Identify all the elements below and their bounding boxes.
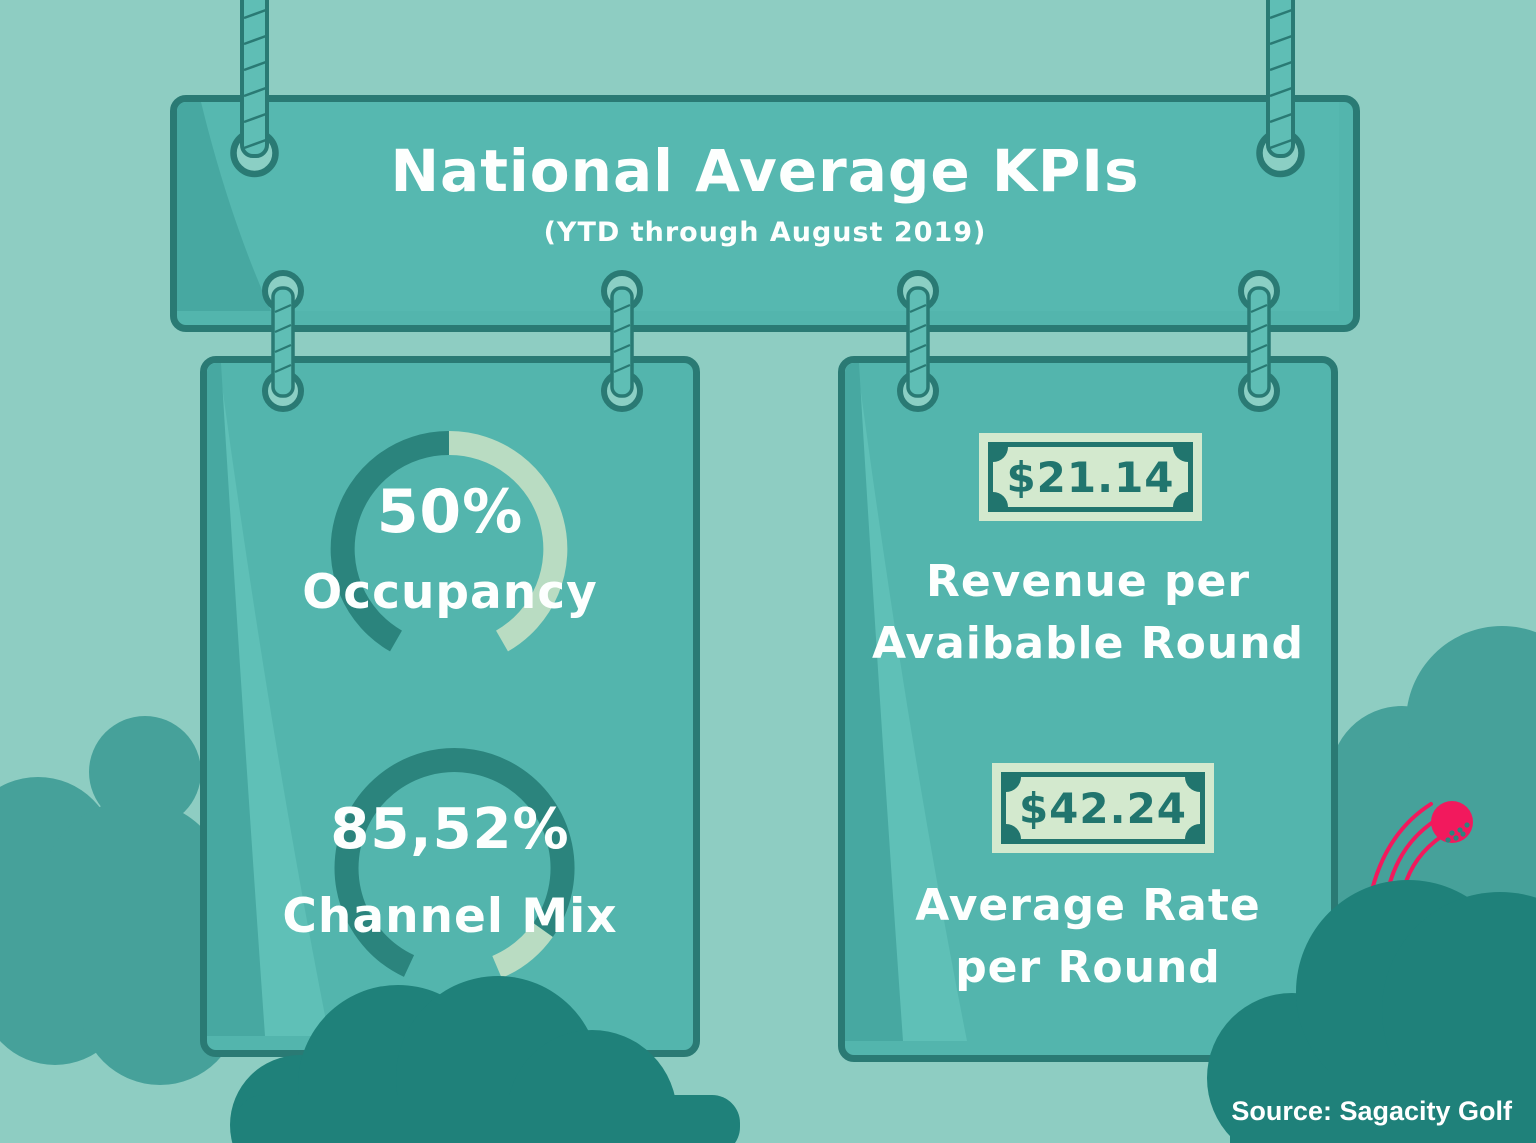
channel-mix-donut-chart: [334, 748, 575, 979]
rate-value: $42.24: [1018, 783, 1188, 833]
channel-mix-value: 85,52%: [330, 797, 570, 862]
rate-label: Average Rate per Round: [845, 875, 1331, 999]
ball-trail-icon: [1370, 802, 1444, 892]
revpar-label-line1: Revenue per: [925, 556, 1251, 607]
bill-corner-icon: [1173, 492, 1188, 507]
money-bill-icon: $21.14: [979, 433, 1202, 521]
cloud-bottom-middle-icon: [230, 976, 740, 1143]
page-title: National Average KPIs: [390, 137, 1140, 205]
bill-corner-icon: [1185, 824, 1200, 839]
money-bill-icon: $42.24: [992, 763, 1214, 853]
occupancy-value: 50%: [376, 477, 524, 547]
revenue-panel: $21.14 Revenue per Avaibable Round $42.2…: [838, 356, 1338, 1062]
golf-ball-icon: [1431, 801, 1473, 843]
occupancy-donut-chart: [330, 430, 568, 652]
source-credit: Source: Sagacity Golf: [1231, 1096, 1512, 1126]
rate-label-line2: per Round: [955, 942, 1221, 993]
title-sign: National Average KPIs (YTD through Augus…: [170, 95, 1360, 332]
occupancy-label: Occupancy: [302, 565, 598, 620]
bill-frame: $21.14: [988, 442, 1193, 512]
cloud-bottom-right-icon: [1207, 880, 1536, 1143]
cloud-left-icon: [0, 716, 240, 1085]
revpar-label: Revenue per Avaibable Round: [845, 551, 1331, 675]
channel-mix-label: Channel Mix: [282, 889, 618, 944]
rate-label-line1: Average Rate: [915, 880, 1261, 931]
occupancy-panel-shading: [207, 363, 679, 1036]
banner-shading: [177, 102, 1339, 311]
bill-frame: $42.24: [1001, 772, 1205, 844]
revpar-value: $21.14: [1006, 452, 1175, 502]
revpar-label-line2: Avaibable Round: [871, 618, 1305, 669]
page-subtitle: (YTD through August 2019): [543, 217, 987, 248]
